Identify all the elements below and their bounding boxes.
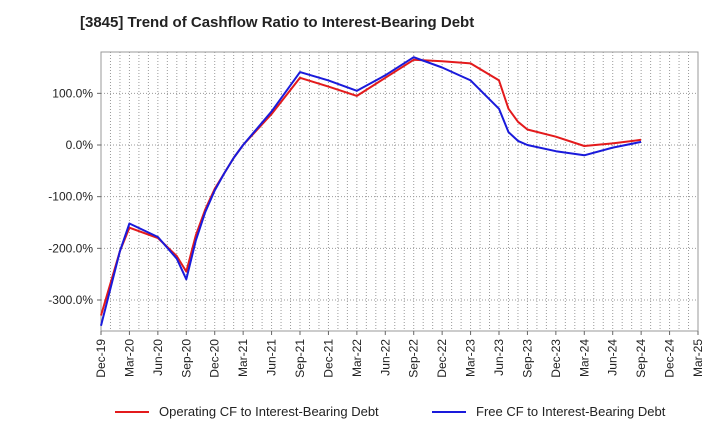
plot-area-border	[100, 51, 699, 332]
x-tick-label: Sep-22	[407, 339, 421, 378]
y-tick-label: 0.0%	[66, 138, 94, 152]
legend-label-operating-cf: Operating CF to Interest-Bearing Debt	[159, 404, 379, 419]
x-tick-label: Jun-22	[378, 339, 392, 376]
legend-label-free-cf: Free CF to Interest-Bearing Debt	[476, 404, 666, 419]
chart-title: [3845] Trend of Cashflow Ratio to Intere…	[80, 14, 475, 31]
y-tick-label: -300.0%	[48, 293, 93, 307]
legend-item-free-cf: Free CF to Interest-Bearing Debt	[432, 404, 665, 419]
x-tick-label: Dec-20	[208, 339, 222, 378]
x-tick-label: Mar-20	[122, 339, 136, 377]
x-tick-label: Sep-20	[179, 339, 193, 378]
x-tick-label: Sep-24	[634, 339, 648, 378]
y-tick-label: 100.0%	[52, 86, 93, 100]
y-tick-label: -100.0%	[48, 190, 93, 204]
series-lines	[100, 56, 642, 327]
x-tick-label: Jun-23	[492, 339, 506, 376]
series-line-operating-cf	[100, 58, 642, 316]
x-tick-label: Mar-23	[464, 339, 478, 377]
x-tick-label: Mar-21	[236, 339, 250, 377]
x-tick-label: Jun-20	[151, 339, 165, 376]
legend-item-operating-cf: Operating CF to Interest-Bearing Debt	[115, 404, 379, 419]
legend-swatch-operating-cf	[115, 410, 149, 413]
series-line-free-cf	[100, 56, 642, 327]
grid-lines	[101, 52, 698, 331]
x-tick-label: Mar-25	[691, 339, 705, 377]
y-tick-labels: 100.0% 0.0% -100.0% -200.0% -300.0%	[48, 86, 101, 307]
x-tick-labels: Dec-19 Mar-20 Jun-20 Sep-20 Dec-20 Mar-21 Jun-…	[94, 331, 705, 378]
x-tick-label: Sep-21	[293, 339, 307, 378]
x-tick-label: Mar-24	[577, 339, 591, 377]
x-tick-label: Dec-21	[321, 339, 335, 378]
x-tick-label: Jun-21	[265, 339, 279, 376]
x-tick-label: Dec-24	[663, 339, 677, 378]
x-tick-label: Dec-22	[435, 339, 449, 378]
x-tick-label: Mar-22	[350, 339, 364, 377]
x-tick-label: Dec-23	[549, 339, 563, 378]
x-tick-label: Sep-23	[520, 339, 534, 378]
x-tick-label: Dec-19	[94, 339, 108, 378]
x-tick-label: Jun-24	[606, 339, 620, 376]
y-tick-label: -200.0%	[48, 241, 93, 255]
legend-swatch-free-cf	[432, 410, 466, 413]
